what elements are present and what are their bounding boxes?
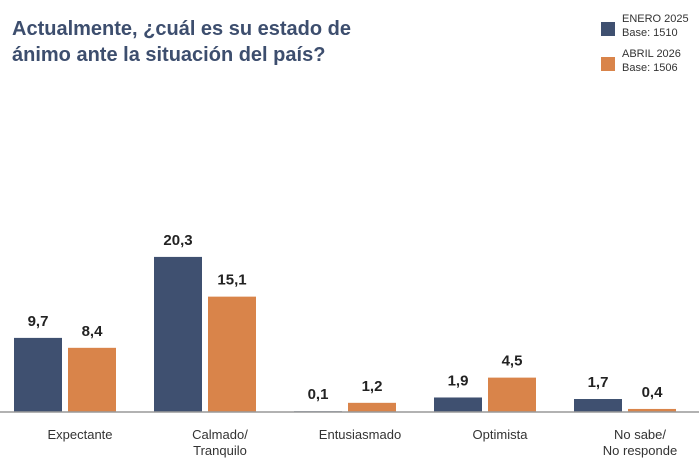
x-tick-label: Expectante xyxy=(47,427,113,442)
x-tick-label: Calmado/ Tranquilo xyxy=(192,427,248,458)
x-tick-label: Entusiasmado xyxy=(318,427,402,442)
bar xyxy=(68,347,116,412)
value-label: 20,3 xyxy=(163,232,192,249)
x-tick-label: No sabe/ No responde xyxy=(602,427,678,458)
bar xyxy=(348,402,396,412)
bar xyxy=(628,408,676,412)
value-label: 4,5 xyxy=(502,353,523,370)
bar xyxy=(434,397,482,412)
value-label: 8,4 xyxy=(82,323,104,340)
value-label: 1,9 xyxy=(448,372,469,389)
value-label: 1,7 xyxy=(588,374,609,391)
legend-swatch xyxy=(601,22,615,36)
legend-base: Base: 1506 xyxy=(622,62,678,74)
chart-title: Actualmente, ¿cuál es su estado de ánimo … xyxy=(12,18,351,66)
x-tick-label: Optimista xyxy=(472,427,528,442)
bar xyxy=(208,296,256,412)
bar xyxy=(488,377,536,412)
legend-label: ABRIL 2026 xyxy=(622,48,681,60)
bar xyxy=(574,399,622,412)
value-label: 0,4 xyxy=(642,384,664,401)
value-label: 0,1 xyxy=(308,386,329,403)
value-label: 1,2 xyxy=(362,378,383,395)
title-line: Actualmente, ¿cuál es su estado de xyxy=(12,18,351,40)
title-line: ánimo ante la situación del país? xyxy=(12,44,325,66)
legend-label: ENERO 2025 xyxy=(622,13,689,25)
value-label: 15,1 xyxy=(217,272,246,289)
bar xyxy=(154,256,202,412)
bar xyxy=(14,337,62,412)
value-label: 9,7 xyxy=(28,313,49,330)
legend-base: Base: 1510 xyxy=(622,27,678,39)
legend-swatch xyxy=(601,57,615,71)
